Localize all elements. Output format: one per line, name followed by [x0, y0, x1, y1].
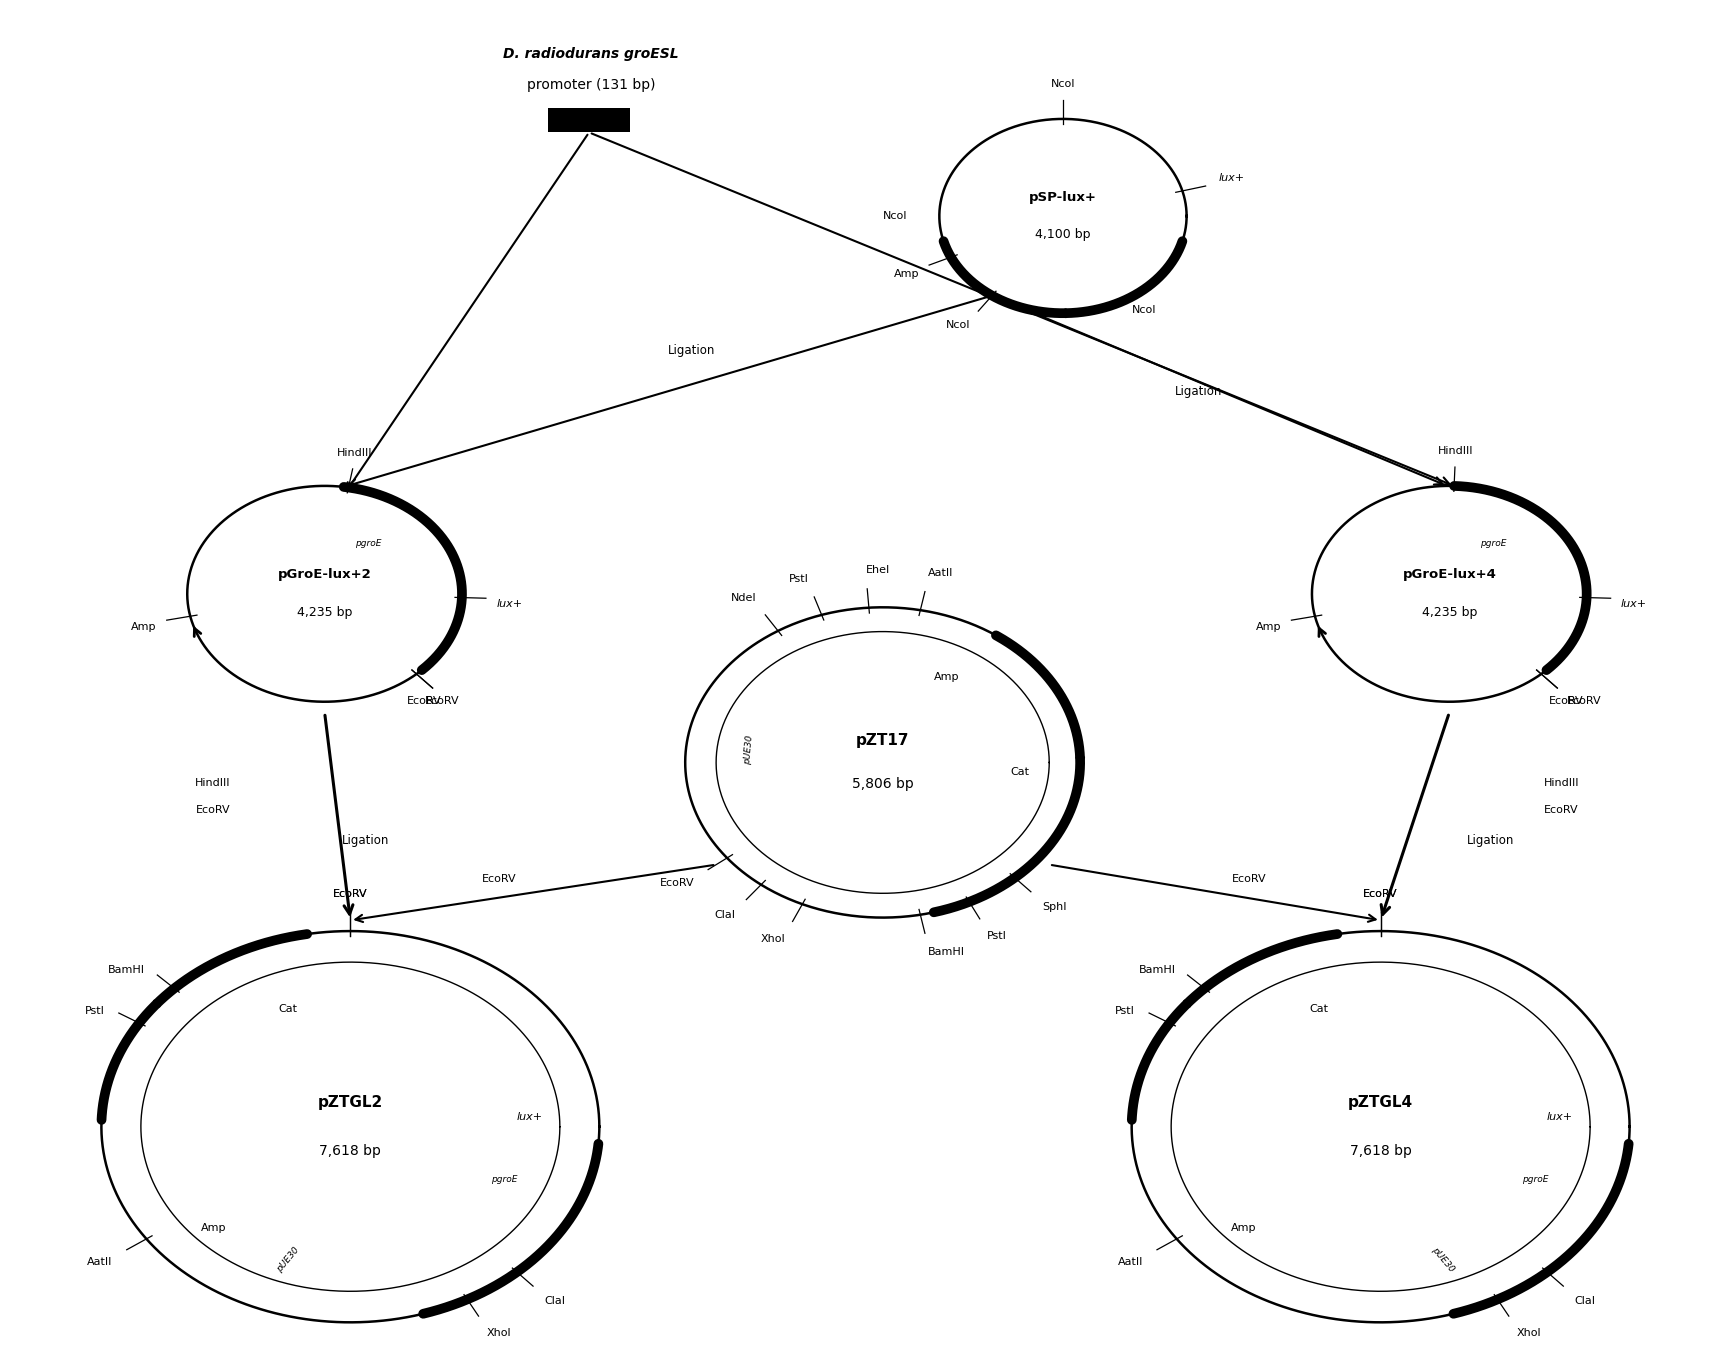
Text: Cat: Cat — [1308, 1005, 1327, 1014]
Text: Amp: Amp — [201, 1224, 227, 1234]
Text: XhoI: XhoI — [761, 934, 785, 943]
Text: AatII: AatII — [927, 568, 953, 578]
Text: EcoRV: EcoRV — [1363, 889, 1398, 898]
Text: EcoRV: EcoRV — [1363, 889, 1398, 898]
Text: NcoI: NcoI — [1131, 305, 1156, 315]
Text: ClaI: ClaI — [714, 910, 735, 920]
Text: pGroE-lux+4: pGroE-lux+4 — [1401, 568, 1495, 582]
Text: pgroE: pgroE — [491, 1175, 517, 1184]
Text: Ligation: Ligation — [668, 345, 714, 357]
Text: lux+: lux+ — [516, 1112, 543, 1122]
Text: pUE30: pUE30 — [275, 1246, 301, 1274]
Text: Ligation: Ligation — [1465, 834, 1514, 848]
Text: EcoRV: EcoRV — [1232, 874, 1266, 885]
Text: EcoRV: EcoRV — [1566, 696, 1600, 706]
Text: EheI: EheI — [865, 566, 889, 575]
Text: ClaI: ClaI — [1574, 1296, 1595, 1306]
Text: lux+: lux+ — [1547, 1112, 1573, 1122]
Text: lux+: lux+ — [1218, 173, 1244, 183]
Text: Cat: Cat — [279, 1005, 298, 1014]
Text: PstI: PstI — [1114, 1006, 1133, 1015]
Text: EcoRV: EcoRV — [407, 696, 441, 706]
Text: Amp: Amp — [1230, 1224, 1256, 1234]
Text: HindIII: HindIII — [337, 448, 372, 458]
Text: HindIII: HindIII — [194, 778, 230, 788]
Text: EcoRV: EcoRV — [332, 889, 367, 898]
Text: AatII: AatII — [86, 1258, 112, 1268]
Text: pZT17: pZT17 — [855, 733, 908, 748]
Text: PstI: PstI — [85, 1006, 104, 1015]
Text: Ligation: Ligation — [341, 834, 389, 848]
Text: pZTGL4: pZTGL4 — [1348, 1094, 1412, 1109]
Text: 4,235 bp: 4,235 bp — [1420, 607, 1476, 619]
Text: Amp: Amp — [1256, 622, 1280, 632]
Text: pgroE: pgroE — [1521, 1175, 1547, 1184]
Text: Ligation: Ligation — [1175, 384, 1221, 398]
Text: HindIII: HindIII — [1438, 446, 1472, 457]
Text: lux+: lux+ — [1619, 598, 1647, 608]
Text: BamHI: BamHI — [107, 965, 145, 976]
Text: Cat: Cat — [1009, 767, 1028, 777]
Text: 4,235 bp: 4,235 bp — [298, 607, 353, 619]
Text: AatII: AatII — [1118, 1258, 1142, 1268]
Text: Amp: Amp — [894, 269, 919, 278]
Text: NdeI: NdeI — [730, 593, 756, 604]
Text: EcoRV: EcoRV — [1548, 696, 1583, 706]
Text: EcoRV: EcoRV — [195, 804, 230, 815]
Text: PstI: PstI — [789, 574, 808, 585]
Text: pgroE: pgroE — [1479, 540, 1505, 548]
Text: EcoRV: EcoRV — [1543, 804, 1578, 815]
Text: BamHI: BamHI — [1138, 965, 1175, 976]
Text: EcoRV: EcoRV — [332, 889, 367, 898]
Text: 7,618 bp: 7,618 bp — [320, 1144, 381, 1159]
Text: EcoRV: EcoRV — [659, 878, 694, 887]
Text: PstI: PstI — [986, 931, 1007, 940]
Text: SphI: SphI — [1041, 902, 1066, 912]
Text: Amp: Amp — [131, 622, 156, 632]
Text: Xhol: Xhol — [1515, 1328, 1541, 1338]
Text: 4,100 bp: 4,100 bp — [1035, 229, 1090, 241]
Text: ClaI: ClaI — [545, 1296, 566, 1306]
Text: EcoRV: EcoRV — [424, 696, 458, 706]
Text: pUE30: pUE30 — [742, 735, 754, 765]
Text: NcoI: NcoI — [945, 320, 971, 330]
Text: Xhol: Xhol — [486, 1328, 510, 1338]
Text: pUE30: pUE30 — [1429, 1246, 1455, 1274]
Text: D. radiodurans groESL: D. radiodurans groESL — [503, 48, 678, 61]
Text: pGroE-lux+2: pGroE-lux+2 — [277, 568, 372, 582]
Text: NcoI: NcoI — [882, 211, 907, 221]
Text: lux+: lux+ — [497, 598, 522, 608]
Text: Amp: Amp — [932, 672, 958, 682]
Text: HindIII: HindIII — [1543, 778, 1578, 788]
Text: pgroE: pgroE — [355, 540, 381, 548]
Text: promoter (131 bp): promoter (131 bp) — [526, 78, 654, 93]
Text: pSP-lux+: pSP-lux+ — [1028, 191, 1097, 203]
Text: NcoI: NcoI — [1050, 79, 1074, 89]
Bar — [547, 108, 630, 132]
Text: EcoRV: EcoRV — [481, 874, 516, 885]
Text: BamHI: BamHI — [927, 946, 965, 957]
Text: pZTGL2: pZTGL2 — [318, 1094, 382, 1109]
Text: 5,806 bp: 5,806 bp — [851, 777, 913, 791]
Text: 7,618 bp: 7,618 bp — [1349, 1144, 1410, 1159]
